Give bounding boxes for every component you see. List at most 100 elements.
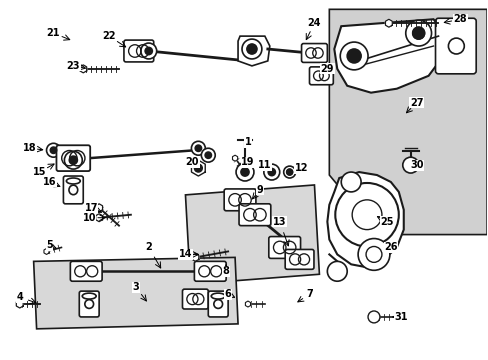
Circle shape	[46, 143, 61, 157]
Text: 14: 14	[178, 249, 192, 260]
Ellipse shape	[82, 293, 96, 299]
Polygon shape	[16, 300, 23, 308]
Polygon shape	[374, 314, 379, 320]
FancyBboxPatch shape	[63, 176, 83, 204]
Circle shape	[246, 44, 256, 54]
Circle shape	[236, 163, 253, 181]
Circle shape	[288, 171, 290, 174]
Circle shape	[286, 170, 292, 175]
Text: 21: 21	[47, 28, 60, 38]
Text: 22: 22	[102, 31, 116, 41]
Polygon shape	[185, 185, 319, 284]
Circle shape	[249, 47, 254, 51]
Polygon shape	[238, 36, 269, 66]
Circle shape	[415, 31, 421, 36]
Circle shape	[201, 148, 215, 162]
FancyBboxPatch shape	[224, 189, 255, 211]
Polygon shape	[232, 155, 237, 161]
Circle shape	[341, 172, 360, 192]
Circle shape	[346, 49, 360, 63]
Polygon shape	[191, 160, 205, 176]
Text: 8: 8	[222, 266, 229, 276]
FancyBboxPatch shape	[182, 289, 208, 309]
Circle shape	[326, 261, 346, 281]
FancyBboxPatch shape	[435, 18, 475, 74]
Circle shape	[357, 239, 389, 270]
Circle shape	[283, 166, 295, 178]
Text: 26: 26	[384, 243, 397, 252]
Circle shape	[264, 164, 279, 180]
Text: 19: 19	[241, 157, 254, 167]
FancyBboxPatch shape	[301, 44, 326, 62]
Polygon shape	[334, 19, 446, 93]
Circle shape	[194, 164, 202, 172]
Text: 20: 20	[185, 157, 199, 167]
Text: 6: 6	[224, 289, 231, 299]
Circle shape	[340, 42, 367, 70]
Text: 31: 31	[393, 312, 407, 322]
Text: 13: 13	[272, 217, 286, 227]
Circle shape	[335, 183, 398, 247]
Circle shape	[286, 169, 292, 175]
Text: 16: 16	[42, 177, 56, 187]
Ellipse shape	[213, 300, 222, 309]
Circle shape	[69, 156, 77, 164]
Polygon shape	[80, 65, 86, 73]
FancyBboxPatch shape	[56, 145, 90, 171]
Circle shape	[241, 168, 248, 176]
FancyBboxPatch shape	[70, 261, 102, 281]
FancyBboxPatch shape	[239, 204, 270, 226]
Polygon shape	[96, 214, 102, 222]
FancyBboxPatch shape	[268, 237, 300, 258]
Text: 29: 29	[320, 64, 333, 74]
Text: 10: 10	[82, 213, 96, 223]
Circle shape	[242, 39, 262, 59]
Circle shape	[50, 147, 57, 153]
Text: 18: 18	[23, 143, 37, 153]
Circle shape	[267, 168, 275, 176]
Text: 25: 25	[379, 217, 393, 227]
Text: 5: 5	[46, 240, 53, 251]
Circle shape	[247, 45, 256, 54]
Text: 4: 4	[16, 292, 23, 302]
Polygon shape	[328, 9, 486, 235]
Circle shape	[347, 50, 360, 62]
Polygon shape	[385, 19, 391, 27]
Text: 9: 9	[256, 185, 263, 195]
FancyBboxPatch shape	[79, 291, 99, 317]
FancyBboxPatch shape	[208, 291, 228, 317]
Text: 30: 30	[409, 160, 423, 170]
FancyBboxPatch shape	[285, 249, 313, 269]
Circle shape	[366, 247, 381, 262]
Circle shape	[447, 38, 463, 54]
Text: 11: 11	[258, 160, 271, 170]
Circle shape	[191, 141, 205, 155]
Ellipse shape	[85, 300, 93, 309]
FancyBboxPatch shape	[123, 40, 153, 62]
Text: 27: 27	[409, 98, 423, 108]
FancyBboxPatch shape	[194, 261, 225, 281]
Ellipse shape	[69, 185, 78, 195]
Circle shape	[367, 311, 379, 323]
Text: 3: 3	[132, 282, 139, 292]
Text: 17: 17	[84, 203, 98, 213]
Text: 12: 12	[294, 163, 307, 173]
Circle shape	[412, 27, 424, 39]
Text: 23: 23	[66, 61, 80, 71]
Ellipse shape	[66, 178, 80, 184]
Polygon shape	[34, 257, 238, 329]
Circle shape	[141, 43, 156, 59]
Circle shape	[351, 200, 381, 230]
Circle shape	[205, 152, 211, 158]
Text: 28: 28	[452, 14, 466, 24]
Polygon shape	[245, 301, 250, 307]
Circle shape	[64, 151, 82, 169]
Circle shape	[405, 20, 431, 46]
Polygon shape	[44, 248, 49, 255]
Ellipse shape	[211, 293, 224, 299]
Text: 2: 2	[145, 243, 152, 252]
Circle shape	[402, 157, 418, 173]
Text: 15: 15	[33, 167, 46, 177]
Polygon shape	[326, 172, 403, 267]
Circle shape	[412, 27, 424, 39]
